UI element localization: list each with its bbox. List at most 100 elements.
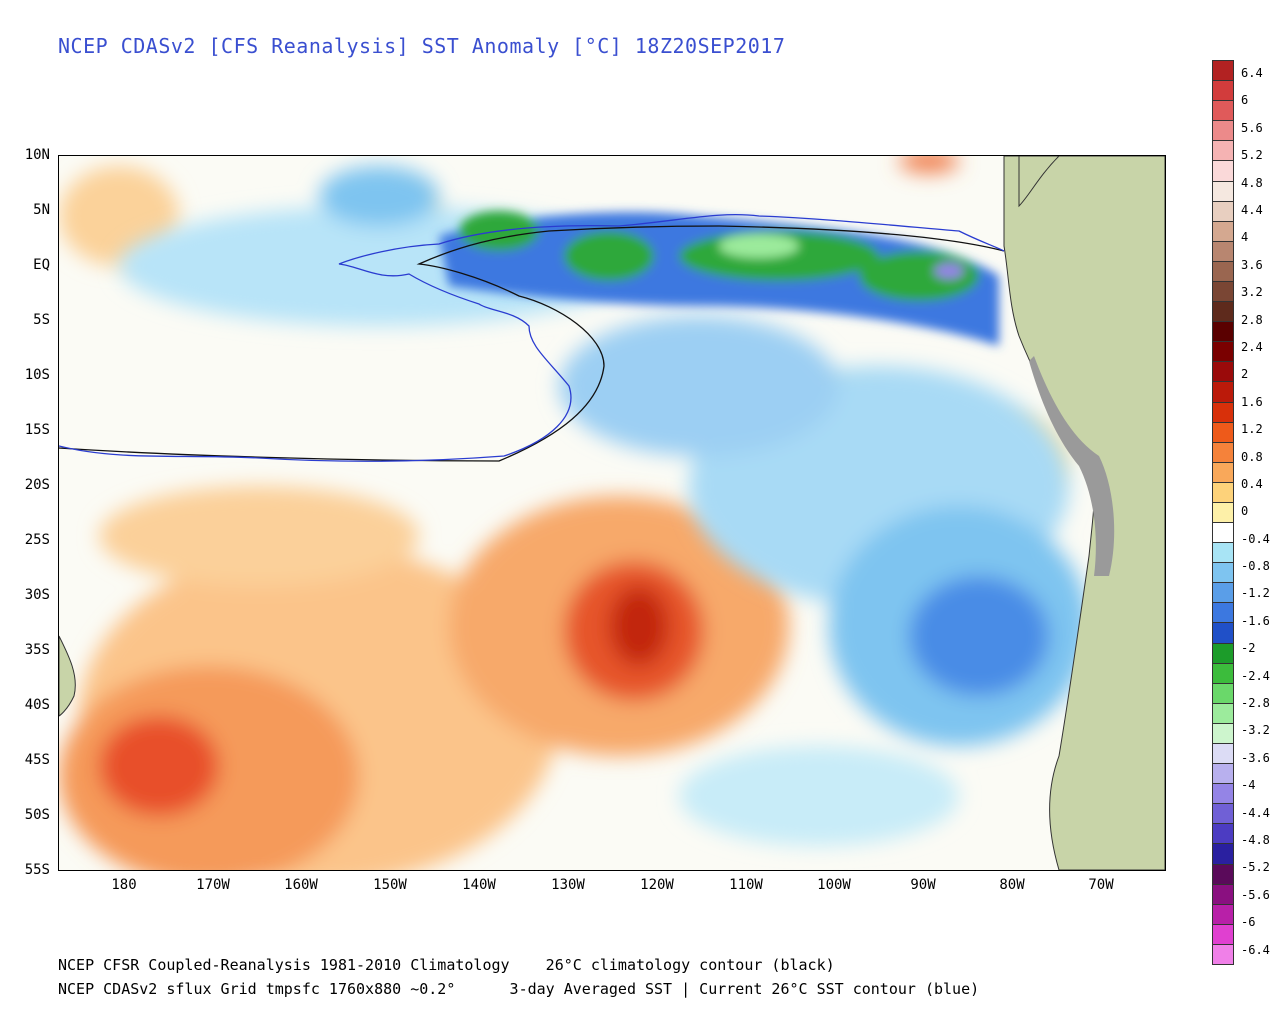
colorbar-swatch [1212, 722, 1234, 744]
colorbar-label: -2.8 [1241, 696, 1270, 711]
new-zealand-land [59, 635, 76, 717]
colorbar-label: -1.2 [1241, 586, 1270, 601]
colorbar-swatch [1212, 562, 1234, 584]
colorbar-swatch [1212, 501, 1234, 524]
colorbar-swatch [1212, 441, 1234, 463]
colorbar-label: 5.2 [1241, 148, 1263, 163]
colorbar-label: -4.8 [1241, 833, 1270, 848]
lon-label-110w: 110W [729, 877, 763, 893]
lon-label-180: 180 [111, 877, 137, 893]
south-america-land [1003, 156, 1165, 870]
colorbar-swatch [1212, 763, 1234, 785]
colorbar-swatch [1212, 361, 1234, 383]
lat-label-40s: 40S [24, 697, 50, 713]
colorbar-label: -5.2 [1241, 860, 1270, 875]
colorbar-label: -3.6 [1241, 750, 1270, 765]
lat-label-30s: 30S [24, 587, 50, 603]
cool-anomaly-areas [119, 166, 1089, 846]
colorbar-label: 4.8 [1241, 175, 1263, 190]
colorbar-label: 3.6 [1241, 257, 1263, 272]
colorbar-label: 2.8 [1241, 312, 1263, 327]
colorbar-swatch [1212, 702, 1234, 724]
colorbar-label: 5.6 [1241, 120, 1263, 135]
colorbar-swatch [1212, 783, 1234, 805]
colorbar-swatch [1212, 341, 1234, 363]
lat-label-45s: 45S [24, 752, 50, 768]
colorbar-label: 2 [1241, 367, 1249, 382]
lon-label-140w: 140W [462, 877, 496, 893]
colorbar-swatch [1212, 743, 1234, 765]
colorbar-swatch [1212, 943, 1234, 965]
colorbar-swatch [1212, 401, 1234, 423]
colorbar-label: -6 [1241, 915, 1256, 930]
colorbar-swatch [1212, 461, 1234, 483]
colorbar-swatch [1212, 80, 1234, 102]
colorbar-swatch [1212, 602, 1234, 624]
colorbar-label: 2.4 [1241, 339, 1263, 354]
colorbar-swatch [1212, 180, 1234, 202]
colorbar-swatch [1212, 522, 1234, 544]
colorbar-swatch [1212, 803, 1234, 825]
footer-climatology-note: NCEP CFSR Coupled-Reanalysis 1981-2010 C… [58, 956, 835, 974]
lon-label-80w: 80W [999, 877, 1025, 893]
colorbar-swatch [1212, 582, 1234, 604]
colorbar-swatch [1212, 120, 1234, 142]
colorbar-label: 0 [1241, 504, 1249, 519]
colorbar-label: 1.2 [1241, 422, 1263, 437]
colorbar-swatch [1212, 321, 1234, 343]
lat-label-50s: 50S [24, 807, 50, 823]
colorbar-label: 6 [1241, 93, 1249, 108]
lon-label-160w: 160W [284, 877, 318, 893]
lat-label-5s: 5S [33, 312, 50, 328]
colorbar-label: -4.4 [1241, 805, 1270, 820]
colorbar-swatch [1212, 642, 1234, 664]
equatorial-cold-tongue [439, 211, 999, 346]
colorbar-label: 1.6 [1241, 394, 1263, 409]
colorbar-swatch [1212, 240, 1234, 262]
colorbar-swatch [1212, 200, 1234, 222]
lon-label-130w: 130W [551, 877, 585, 893]
climatology-26c-contour [59, 225, 1005, 462]
colorbar-label: -5.6 [1241, 887, 1270, 902]
lon-label-100w: 100W [817, 877, 851, 893]
colorbar-label: -6.4 [1241, 942, 1270, 957]
lat-label-55s: 55S [24, 862, 50, 878]
sst-anomaly-map [58, 155, 1166, 871]
colorbar-swatch [1212, 260, 1234, 282]
lat-label-20s: 20S [24, 477, 50, 493]
lon-label-120w: 120W [640, 877, 674, 893]
warm-anomaly-areas [59, 156, 1069, 870]
colorbar-swatch [1212, 100, 1234, 122]
colorbar-swatch [1212, 280, 1234, 303]
footer-data-source-note: NCEP CDASv2 sflux Grid tmpsfc 1760x880 ~… [58, 980, 980, 998]
colorbar-swatch [1212, 903, 1234, 925]
colorbar-swatch [1212, 481, 1234, 503]
colorbar-swatch [1212, 662, 1234, 684]
colorbar-swatch [1212, 381, 1234, 403]
colorbar-swatch [1212, 301, 1234, 323]
lon-label-170w: 170W [196, 877, 230, 893]
colorbar-swatch [1212, 923, 1234, 945]
lat-label-10n: 10N [24, 147, 50, 163]
colorbar-swatch [1212, 60, 1234, 82]
colorbar-label: 6.4 [1241, 66, 1263, 80]
lat-label-35s: 35S [24, 642, 50, 658]
lat-label-15s: 15S [24, 422, 50, 438]
colorbar-label: -2.4 [1241, 668, 1270, 683]
central-america-land [1018, 156, 1060, 208]
colorbar-swatch [1212, 140, 1234, 162]
colorbar-swatch [1212, 160, 1234, 182]
colorbar-swatch [1212, 682, 1234, 704]
lat-label-10s: 10S [24, 367, 50, 383]
colorbar-label: -3.2 [1241, 723, 1270, 738]
colorbar-label: -4 [1241, 778, 1256, 793]
lat-label-25s: 25S [24, 532, 50, 548]
colorbar-swatch [1212, 843, 1234, 865]
colorbar-swatch [1212, 220, 1234, 242]
lon-label-150w: 150W [373, 877, 407, 893]
colorbar-swatch [1212, 421, 1234, 443]
colorbar-swatch [1212, 823, 1234, 845]
colorbar-label: 0.8 [1241, 449, 1263, 464]
lat-label-eq: EQ [33, 257, 50, 273]
colorbar-swatch [1212, 863, 1234, 885]
